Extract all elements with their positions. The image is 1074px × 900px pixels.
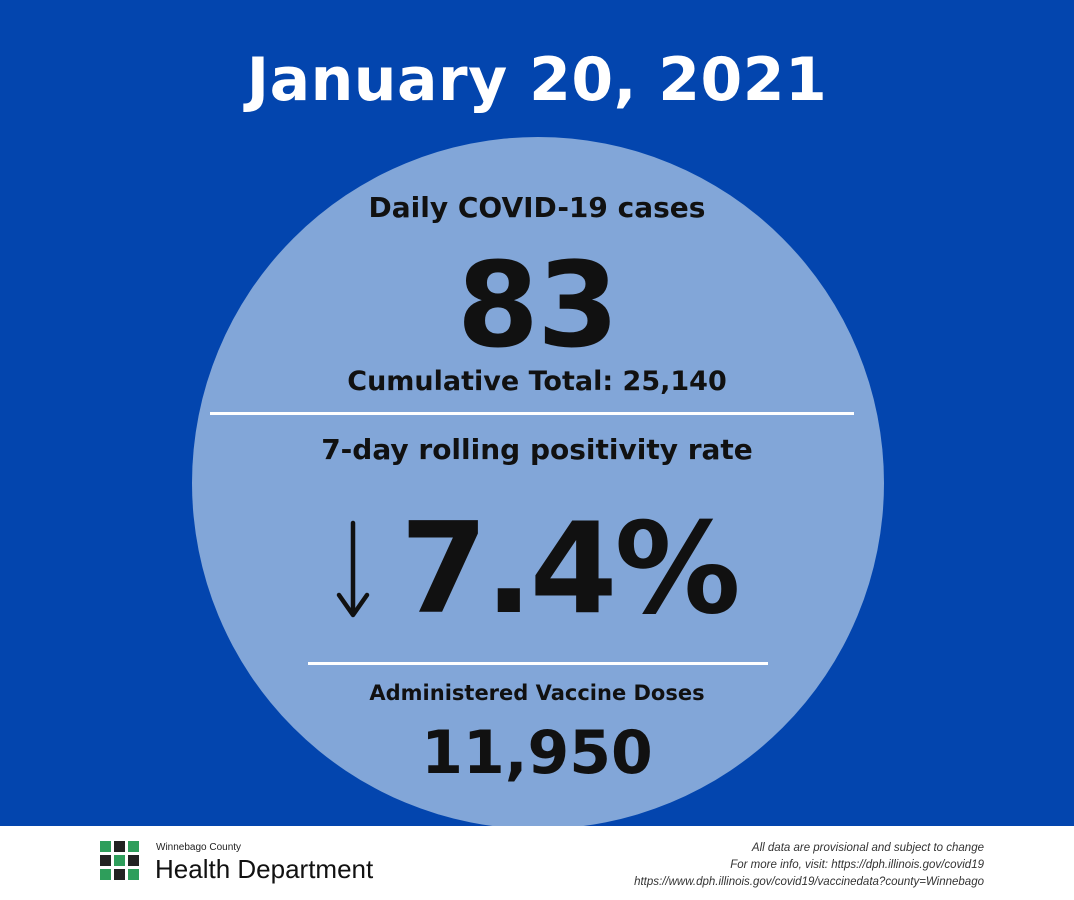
positivity-rate-value: 7.4% <box>400 495 740 642</box>
divider-bottom <box>308 662 768 665</box>
positivity-rate-label: 7-day rolling positivity rate <box>321 433 753 466</box>
footer-note-provisional: All data are provisional and subject to … <box>751 842 984 854</box>
blue-background-panel: January 20, 2021 Daily COVID-19 cases 83… <box>0 0 1074 826</box>
vaccine-doses-value: 11,950 <box>421 718 653 788</box>
divider-top <box>210 412 854 415</box>
footer-notes: All data are provisional and subject to … <box>634 840 984 891</box>
positivity-rate-row: 7.4% <box>0 494 1074 644</box>
health-department-logo-icon <box>100 841 139 880</box>
cumulative-total: Cumulative Total: 25,140 <box>347 366 727 397</box>
vaccine-doses-label: Administered Vaccine Doses <box>369 681 705 705</box>
stats-circle <box>192 137 884 826</box>
down-arrow-icon <box>337 520 370 618</box>
logo-county-text: Winnebago County <box>156 842 242 853</box>
daily-cases-label: Daily COVID-19 cases <box>368 191 706 224</box>
date-title: January 20, 2021 <box>246 45 828 115</box>
footer-note-info-link[interactable]: For more info, visit: https://dph.illino… <box>730 859 984 871</box>
footer: Winnebago County Health Department All d… <box>0 826 1074 900</box>
footer-note-vaccine-link[interactable]: https://www.dph.illinois.gov/covid19/vac… <box>634 876 984 888</box>
daily-cases-value: 83 <box>456 236 619 374</box>
logo-department-text: Health Department <box>155 854 374 884</box>
